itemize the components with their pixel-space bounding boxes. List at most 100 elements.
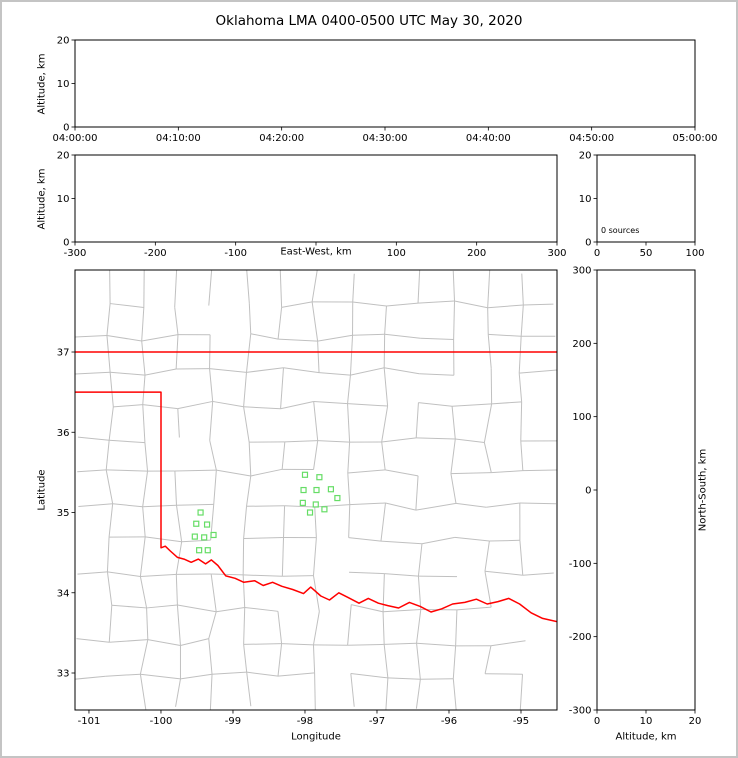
county-line [277, 307, 283, 340]
county-line [175, 678, 181, 707]
county-line [488, 333, 522, 337]
county-line [75, 371, 111, 375]
county-line [384, 573, 419, 577]
county-line [177, 604, 217, 613]
county-line [522, 572, 554, 576]
lma-station-marker [300, 486, 307, 494]
county-line [519, 674, 524, 710]
tick-label: 300 [547, 248, 566, 259]
tick-label: 100 [387, 248, 406, 259]
county-line [243, 607, 246, 645]
tick-label: 0 [63, 123, 69, 134]
tick-label: 0 [594, 248, 600, 259]
county-line [485, 673, 523, 675]
county-line [216, 469, 251, 477]
county-line [314, 672, 316, 710]
county-line [418, 300, 455, 304]
county-line [243, 406, 250, 443]
county-line [384, 333, 421, 339]
county-line [417, 270, 421, 304]
county-line [105, 469, 114, 504]
county-line [211, 671, 247, 675]
county-line [139, 674, 147, 710]
county-line [180, 673, 213, 680]
county-line [452, 403, 492, 407]
county-line [347, 403, 351, 443]
county-line [451, 406, 456, 440]
county-line [176, 604, 181, 646]
state-border-west-south [75, 391, 557, 623]
county-line [212, 400, 244, 408]
county-line [106, 335, 111, 373]
map-xlabel: Longitude [291, 731, 341, 743]
lma-station-marker [196, 547, 203, 554]
county-line [380, 540, 422, 545]
county-line [385, 677, 389, 710]
county-line [243, 506, 248, 539]
county-line [106, 469, 148, 472]
county-line [381, 405, 389, 443]
county-line [209, 401, 214, 441]
county-line [142, 504, 177, 508]
lma-station-marker [193, 520, 200, 527]
tick-label: 34 [57, 588, 70, 599]
county-line [246, 475, 252, 507]
county-line [78, 503, 113, 507]
county-line [176, 505, 183, 542]
county-line [76, 638, 110, 643]
county-line [490, 640, 526, 647]
county-line [245, 333, 252, 373]
county-line [382, 611, 385, 645]
county-line [317, 440, 350, 443]
county-line [416, 437, 456, 440]
county-line [246, 367, 284, 373]
lma-station-marker [306, 509, 314, 516]
county-line [278, 338, 318, 342]
county-line [246, 671, 279, 677]
county-line [208, 638, 213, 675]
county-line [176, 503, 214, 506]
county-line [382, 573, 385, 612]
county-line [242, 574, 246, 608]
county-line [146, 607, 149, 640]
county-line [383, 608, 421, 613]
lma-station-marker [312, 501, 319, 508]
panel-p1-frame [74, 39, 696, 128]
county-line [522, 469, 557, 472]
county-line [415, 679, 421, 709]
county-line [146, 604, 178, 609]
panel-p3-frame [596, 154, 696, 243]
county-line [319, 372, 351, 376]
figure-title: Oklahoma LMA 0400-0500 UTC May 30, 2020 [215, 13, 523, 29]
county-line [351, 604, 384, 613]
county-line [317, 341, 320, 373]
county-line [111, 604, 147, 609]
county-line [352, 273, 355, 302]
lma-station-marker [201, 534, 208, 541]
lma-station-marker [334, 494, 341, 502]
county-line [209, 440, 217, 471]
county-line [520, 304, 524, 337]
county-line [347, 472, 351, 505]
source-count-annotation: 0 sources [601, 226, 640, 235]
county-line [311, 301, 319, 342]
tick-label: 04:40:00 [466, 133, 511, 144]
county-line [416, 642, 456, 647]
county-line [142, 506, 146, 537]
county-line [106, 334, 142, 342]
ew-height-ylabel: Altitude, km [36, 168, 48, 230]
county-line [110, 371, 146, 376]
tick-label: -100 [569, 559, 592, 570]
county-line [420, 337, 454, 341]
county-line [415, 402, 419, 438]
tick-label: 300 [572, 266, 591, 277]
county-line [380, 502, 386, 542]
county-line [106, 571, 113, 606]
county-line [105, 440, 110, 470]
county-line [109, 372, 114, 407]
county-line [174, 470, 177, 506]
tick-label: 20 [579, 151, 592, 162]
county-line [454, 536, 490, 542]
county-line [145, 536, 182, 543]
